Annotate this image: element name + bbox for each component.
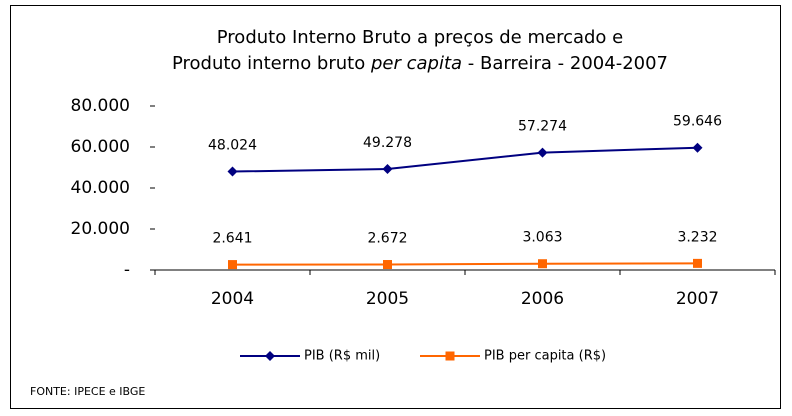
y-tick-label: 60.000 (71, 137, 130, 157)
data-label: 48.024 (208, 138, 257, 154)
marker (265, 351, 275, 361)
data-label: 49.278 (363, 135, 412, 151)
marker (228, 260, 237, 270)
x-tick-label: 2004 (211, 289, 254, 309)
data-label: 3.232 (677, 229, 717, 245)
y-tick-label: - (124, 260, 130, 280)
marker (693, 258, 702, 268)
series-line (232, 262, 698, 266)
x-tick-label: 2007 (676, 289, 719, 309)
y-tick-label: 40.000 (71, 178, 130, 198)
legend-label: PIB per capita (R$) (484, 349, 606, 364)
marker (383, 260, 392, 270)
title-part: Produto interno bruto (172, 53, 371, 74)
x-tick-label: 2006 (521, 289, 564, 309)
chart-border (10, 5, 781, 409)
x-tick-label: 2005 (366, 289, 409, 309)
marker (445, 351, 455, 361)
data-label: 59.646 (673, 114, 722, 130)
chart-title: Produto interno bruto per capita - Barre… (172, 53, 668, 74)
legend-label: PIB (R$ mil) (304, 349, 380, 364)
marker (227, 166, 238, 177)
source-note: FONTE: IPECE e IBGE (30, 385, 145, 398)
chart-title: Produto Interno Bruto a preços de mercad… (217, 27, 623, 48)
title-part: per capita (370, 53, 462, 74)
data-label: 3.063 (522, 230, 562, 246)
marker (538, 259, 547, 269)
data-label: 57.274 (518, 119, 567, 135)
series-line (232, 146, 698, 173)
title-part: - Barreira - 2004-2007 (462, 53, 668, 74)
data-label: 2.641 (212, 231, 252, 247)
y-tick-label: 20.000 (71, 219, 130, 239)
marker (692, 142, 703, 153)
data-label: 2.672 (367, 231, 407, 247)
marker (382, 163, 393, 174)
title-line: Produto Interno Bruto a preços de mercad… (217, 27, 623, 48)
marker (537, 147, 548, 158)
y-tick-label: 80.000 (71, 96, 130, 116)
